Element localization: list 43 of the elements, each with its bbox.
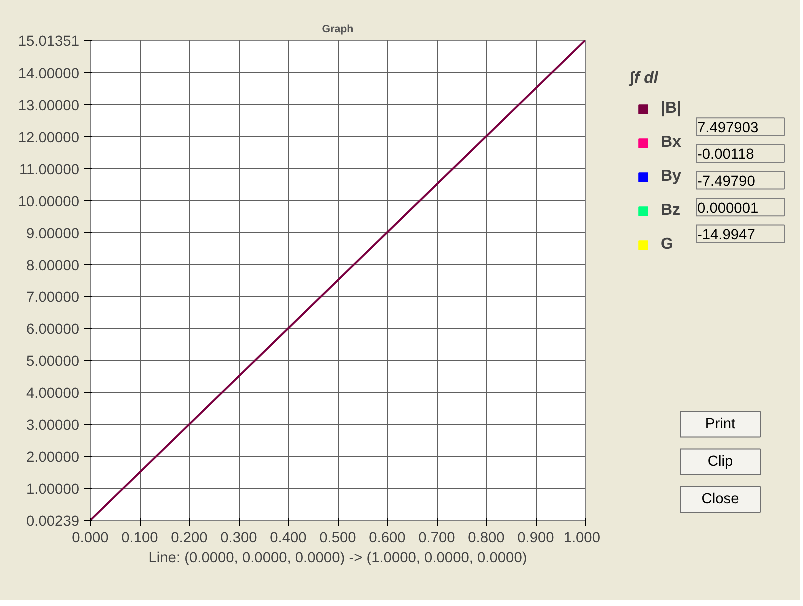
x-tick-label: 1.000	[564, 530, 601, 546]
y-tick-label: 14.00000	[18, 66, 80, 82]
x-tick-label: 0.900	[518, 530, 554, 546]
y-tick-label: 9.00000	[26, 226, 80, 242]
text: -14.9947	[698, 228, 756, 244]
legend-label: |B|	[661, 100, 682, 118]
x-tick-label: 0.100	[122, 530, 158, 546]
legend-label: By	[661, 168, 682, 186]
x-axis-title: Line: (0.0000, 0.0000, 0.0000) -> (1.0000, 0.0000, 0.0000)	[148, 550, 528, 566]
text: -0.00118	[698, 147, 754, 164]
x-tick-label: 0.600	[369, 530, 406, 546]
x-tick-label: 0.800	[468, 530, 505, 546]
text: Clip	[708, 454, 734, 470]
y-tick-label: 2.00000	[26, 450, 80, 466]
chart-title: Graph	[322, 24, 354, 36]
x-tick-label: 0.400	[270, 530, 307, 546]
legend-label: Bz	[661, 202, 681, 220]
y-tick-label: 5.00000	[26, 354, 80, 370]
y-tick-label: 3.00000	[26, 418, 80, 434]
legend-label: Bx	[661, 134, 682, 152]
y-tick-label: 12.00000	[18, 130, 80, 146]
text: 0.000001	[698, 200, 759, 217]
text: -7.49790	[698, 174, 756, 190]
text: Print	[705, 416, 736, 432]
y-tick-label: 10.00000	[18, 194, 80, 210]
text: Close	[702, 492, 740, 508]
text: 7.497903	[698, 120, 759, 136]
legend-label: G	[661, 236, 674, 254]
x-tick-label: 0.300	[220, 530, 258, 546]
y-tick-label: 13.00000	[18, 98, 80, 114]
legend-title: ∫f dl	[630, 70, 660, 88]
y-tick-label: 11.00000	[19, 162, 80, 178]
y-tick-label: 7.00000	[26, 290, 80, 306]
y-tick-label: 6.00000	[26, 322, 80, 338]
x-tick-label: 0.700	[418, 530, 456, 546]
x-tick-label: 0.200	[171, 530, 208, 546]
y-tick-label: 15.01351	[18, 34, 80, 50]
y-tick-label: 1.00000	[26, 482, 80, 498]
y-tick-label: 4.00000	[26, 386, 80, 402]
x-tick-label: 0.000	[72, 530, 109, 546]
x-tick-label: 0.500	[320, 530, 356, 546]
y-tick-label: 8.00000	[26, 258, 80, 274]
y-tick-label: 0.00239	[26, 514, 80, 530]
